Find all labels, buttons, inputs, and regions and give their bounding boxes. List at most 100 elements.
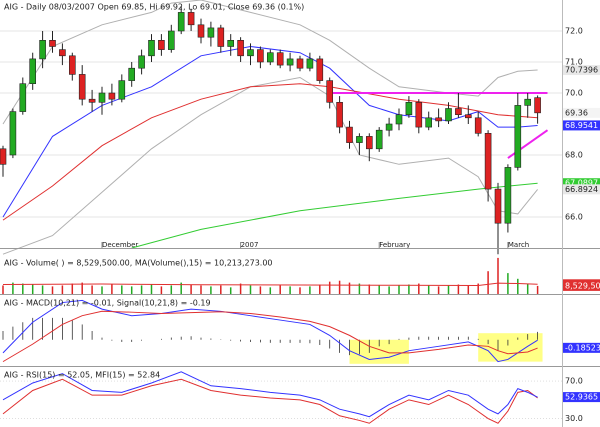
volume-bar	[91, 285, 93, 294]
volume-bar	[437, 286, 440, 294]
candle-body	[534, 97, 541, 114]
volume-bar	[41, 285, 44, 294]
volume-bar	[101, 286, 103, 294]
volume-bar	[358, 283, 361, 294]
indicator-line	[2, 0, 538, 125]
volume-bar	[229, 287, 232, 294]
value-marker-label: 70.7396	[565, 66, 598, 75]
candle-body	[524, 98, 532, 106]
indicator-line	[2, 45, 538, 218]
candle-body	[286, 58, 294, 66]
value-marker-label: 52.9365	[565, 393, 598, 402]
candle-body	[316, 58, 324, 81]
volume-bar	[130, 286, 133, 294]
candle-body	[455, 108, 462, 115]
candle-body	[266, 52, 274, 63]
volume-bar	[150, 284, 153, 294]
volume-bar	[269, 287, 272, 294]
x-tick-label: December	[102, 241, 138, 249]
panel-title: AIG - Daily 08/03/2007 Open 69.85, Hi 69…	[4, 3, 304, 12]
candle-body	[464, 114, 472, 119]
volume-bar	[427, 285, 430, 294]
volume-bar	[160, 286, 163, 294]
volume-bar	[200, 285, 202, 294]
candle-body	[108, 92, 116, 100]
volume-bar	[259, 286, 262, 294]
x-tick-label: February	[379, 241, 410, 249]
panel-title: AIG - Volume( ) = 8,529,500.00, MA(Volum…	[4, 259, 273, 268]
volume-bar	[319, 284, 321, 294]
volume-bar	[467, 285, 470, 294]
volume-bar	[338, 280, 341, 294]
candle-body	[69, 55, 76, 75]
value-marker	[563, 280, 600, 291]
candle-body	[484, 133, 492, 190]
volume-bar	[497, 257, 499, 294]
volume-bar	[2, 285, 4, 294]
indicator-line	[2, 83, 538, 221]
candle-body	[306, 58, 314, 69]
indicator-line	[2, 310, 538, 363]
volume-bar	[279, 285, 281, 294]
candle-body	[29, 58, 37, 85]
candle-body	[237, 39, 244, 57]
candle-body	[257, 49, 264, 63]
candle-body	[0, 148, 7, 165]
candle-body	[59, 49, 66, 57]
volume-bar	[140, 285, 143, 294]
volume-bar	[309, 286, 311, 294]
candle-body	[504, 167, 512, 224]
value-marker-label: 8,529,500	[565, 281, 600, 290]
value-marker-label: 69.36	[565, 108, 588, 117]
y-tick-label: 70.0	[565, 377, 583, 386]
candle-body	[415, 102, 423, 128]
value-marker-label: -0.18523	[565, 343, 600, 352]
candle-body	[98, 92, 106, 103]
volume-bar	[51, 286, 54, 294]
candle-body	[217, 27, 225, 47]
candle-body	[9, 111, 17, 156]
candle-body	[514, 105, 522, 168]
candle-body	[118, 80, 126, 100]
candle-body	[88, 98, 96, 103]
volume-bar	[31, 284, 34, 294]
candle-body	[39, 39, 46, 60]
candle-body	[207, 27, 215, 38]
candle-body	[227, 39, 234, 47]
x-tick-label: 2007	[241, 241, 259, 249]
panel-title: AIG - MACD(10,21) = -0.01, Signal(10,21,…	[4, 299, 211, 308]
volume-bar	[457, 284, 460, 294]
value-marker	[563, 342, 600, 353]
volume-bar	[378, 285, 380, 294]
value-marker	[563, 184, 600, 195]
volume-bar	[398, 285, 400, 294]
y-tick-label: 70.0	[565, 89, 583, 98]
volume-bar	[517, 278, 519, 294]
volume-bar	[447, 285, 450, 294]
candle-body	[197, 24, 205, 38]
candle-body	[78, 74, 86, 100]
volume-bar	[121, 285, 123, 294]
candle-body	[375, 129, 383, 150]
candle-body	[49, 39, 56, 47]
volume-bar	[536, 285, 539, 294]
volume-bar	[180, 282, 182, 294]
candle-body	[148, 39, 155, 57]
volume-bar	[111, 284, 113, 294]
candle-body	[276, 52, 284, 66]
candle-body	[128, 67, 135, 81]
candle-body	[425, 117, 433, 128]
volume-bar	[239, 283, 242, 294]
volume-bar	[210, 286, 212, 294]
volume-bar	[12, 282, 14, 294]
candle-body	[405, 102, 413, 116]
candle-body	[138, 55, 145, 69]
y-tick-label: 68.0	[565, 151, 583, 160]
volume-bar	[299, 287, 301, 294]
candle-body	[177, 12, 185, 32]
candle-body	[336, 102, 343, 128]
indicator-line	[2, 371, 538, 418]
candle-body	[445, 108, 452, 122]
candle-body	[247, 49, 254, 57]
